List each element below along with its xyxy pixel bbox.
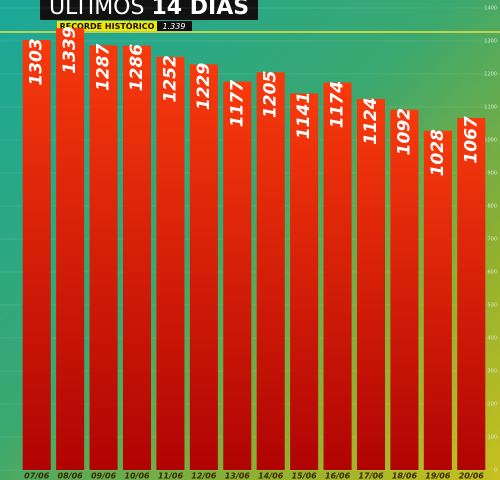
y-tick-label: 0 bbox=[494, 468, 497, 474]
y-tick-label: 1400 bbox=[484, 6, 497, 12]
value-label: 1205 bbox=[261, 71, 281, 118]
bar bbox=[356, 99, 386, 470]
bar bbox=[457, 117, 486, 470]
bar bbox=[390, 109, 419, 470]
y-tick-label: 600 bbox=[487, 270, 497, 276]
y-tick-label: 300 bbox=[487, 369, 497, 375]
value-label: 1287 bbox=[94, 43, 114, 90]
y-tick-label: 900 bbox=[487, 171, 497, 177]
bar bbox=[223, 81, 252, 470]
x-tick-label: 14/06 bbox=[258, 472, 284, 480]
y-tick-label: 1200 bbox=[484, 72, 497, 78]
bar bbox=[423, 130, 452, 470]
x-tick-label: 07/06 bbox=[24, 472, 50, 480]
x-tick-label: 16/06 bbox=[325, 472, 351, 480]
value-label: 1141 bbox=[294, 92, 314, 139]
value-label: 1028 bbox=[428, 129, 448, 176]
bar bbox=[122, 45, 152, 471]
value-label: 1252 bbox=[160, 55, 180, 102]
y-tick-label: 1000 bbox=[484, 138, 497, 144]
value-label: 1303 bbox=[27, 38, 47, 85]
x-tick-label: 17/06 bbox=[358, 472, 384, 480]
bar bbox=[323, 82, 352, 470]
bar bbox=[189, 64, 218, 471]
bar bbox=[256, 72, 285, 470]
x-tick-label: 19/06 bbox=[425, 472, 451, 480]
title-box bbox=[40, 0, 258, 20]
value-label: 1092 bbox=[394, 108, 414, 155]
y-tick-label: 100 bbox=[487, 435, 497, 441]
bar bbox=[156, 56, 185, 471]
value-label: 1339 bbox=[60, 26, 80, 73]
value-label: 1067 bbox=[461, 116, 481, 163]
record-label: RECORDE HISTÓRICO bbox=[60, 20, 155, 31]
x-tick-label: 20/06 bbox=[459, 472, 485, 480]
x-tick-label: 09/06 bbox=[91, 472, 117, 480]
value-label: 1229 bbox=[194, 63, 214, 110]
record-label-box bbox=[57, 21, 157, 31]
x-tick-label: 15/06 bbox=[292, 472, 318, 480]
x-tick-label: 10/06 bbox=[124, 472, 150, 480]
x-tick-label: 18/06 bbox=[392, 472, 418, 480]
bar bbox=[290, 93, 319, 470]
title-part: 14 DIAS bbox=[151, 0, 249, 20]
y-tick-label: 700 bbox=[487, 237, 497, 243]
y-tick-label: 200 bbox=[487, 402, 497, 408]
x-tick-label: 12/06 bbox=[191, 472, 217, 480]
y-tick-label: 1300 bbox=[484, 39, 497, 45]
x-tick-label: 11/06 bbox=[158, 472, 184, 480]
y-tick-label: 400 bbox=[487, 336, 497, 342]
value-label: 1124 bbox=[361, 97, 381, 144]
value-label: 1177 bbox=[227, 80, 247, 127]
bar bbox=[56, 28, 85, 470]
x-tick-label: 08/06 bbox=[58, 472, 84, 480]
value-label: 1286 bbox=[127, 44, 147, 91]
y-tick-label: 500 bbox=[487, 303, 497, 309]
bar bbox=[22, 40, 51, 470]
y-tick-label: 1100 bbox=[484, 105, 497, 111]
title-part: ÚLTIMOS bbox=[49, 0, 145, 20]
y-tick-label: 800 bbox=[487, 204, 497, 210]
chart-title: ÚLTIMOS 14 DIAS bbox=[49, 0, 249, 20]
x-tick-label: 13/06 bbox=[225, 472, 251, 480]
value-label: 1174 bbox=[328, 81, 348, 128]
record-value: 1.339 bbox=[163, 22, 186, 31]
record-value-box bbox=[157, 21, 192, 31]
bar bbox=[89, 45, 118, 470]
